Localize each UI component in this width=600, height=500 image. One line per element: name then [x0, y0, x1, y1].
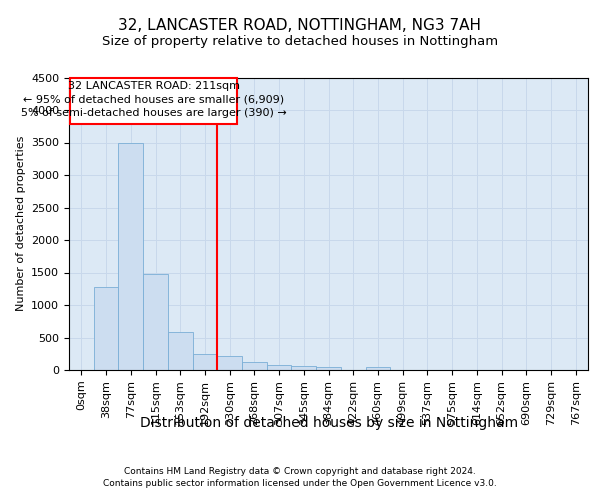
Text: Contains HM Land Registry data © Crown copyright and database right 2024.: Contains HM Land Registry data © Crown c…	[124, 466, 476, 475]
Bar	[365, 368, 390, 370]
Text: Contains public sector information licensed under the Open Government Licence v3: Contains public sector information licen…	[103, 480, 497, 488]
Bar	[217, 356, 242, 370]
Bar	[94, 288, 118, 370]
Text: Size of property relative to detached houses in Nottingham: Size of property relative to detached ho…	[102, 35, 498, 48]
Text: 32, LANCASTER ROAD, NOTTINGHAM, NG3 7AH: 32, LANCASTER ROAD, NOTTINGHAM, NG3 7AH	[119, 18, 482, 32]
Bar	[70, 78, 237, 124]
Bar	[316, 368, 341, 370]
Text: 5% of semi-detached houses are larger (390) →: 5% of semi-detached houses are larger (3…	[21, 108, 287, 118]
Text: 32 LANCASTER ROAD: 211sqm: 32 LANCASTER ROAD: 211sqm	[68, 82, 239, 92]
Text: ← 95% of detached houses are smaller (6,909): ← 95% of detached houses are smaller (6,…	[23, 95, 284, 105]
Bar	[118, 142, 143, 370]
Text: Distribution of detached houses by size in Nottingham: Distribution of detached houses by size …	[140, 416, 518, 430]
Bar	[168, 332, 193, 370]
Y-axis label: Number of detached properties: Number of detached properties	[16, 136, 26, 312]
Bar	[292, 366, 316, 370]
Bar	[267, 365, 292, 370]
Bar	[242, 362, 267, 370]
Bar	[143, 274, 168, 370]
Bar	[193, 354, 217, 370]
